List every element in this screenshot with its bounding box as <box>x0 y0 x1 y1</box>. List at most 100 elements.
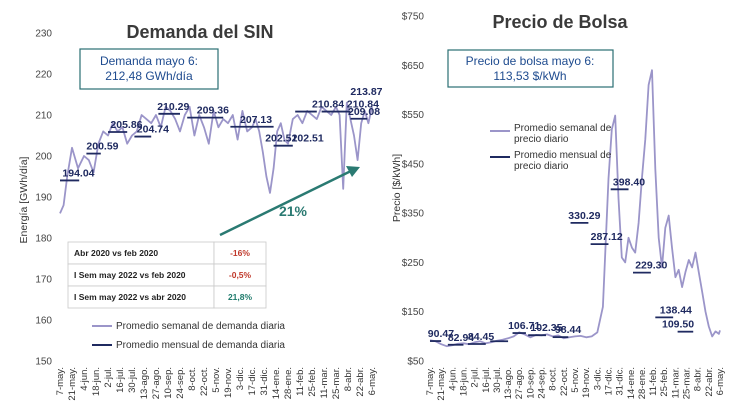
demand-chart-title: Demanda del SIN <box>126 22 273 42</box>
price-y-tick: $350 <box>402 209 425 220</box>
demand-x-tick: 2-jul. <box>103 367 114 388</box>
demand-x-tick: 30-jul. <box>127 367 138 393</box>
demand-data-label: 209.36 <box>197 105 229 117</box>
price-x-tick: 17-dic. <box>603 367 614 396</box>
demand-y-tick: 230 <box>35 29 52 40</box>
demand-data-label: 210.29 <box>157 101 189 113</box>
price-callout-line2: 113,53 $/kWh <box>493 69 566 83</box>
demand-x-tick: 8-abr. <box>343 367 354 391</box>
demand-y-tick: 190 <box>35 193 52 204</box>
demand-x-tick: 6-may. <box>367 367 378 395</box>
demand-x-tick: 28-ene. <box>283 367 294 399</box>
demand-x-tick: 16-jul. <box>115 367 126 393</box>
demand-data-label: 210.84 <box>347 99 379 111</box>
price-data-label: 84.45 <box>468 331 494 343</box>
price-x-tick: 18-jun. <box>458 367 469 396</box>
demand-data-label: 207.13 <box>240 114 272 126</box>
demand-x-tick: 5-nov. <box>211 367 222 393</box>
demand-x-tick: 31-dic. <box>259 367 270 396</box>
price-x-tick: 19-nov. <box>581 367 592 398</box>
comparison-label: I Sem may 2022 vs abr 2020 <box>74 292 186 302</box>
demand-y-tick: 150 <box>35 357 52 368</box>
demand-y-tick: 210 <box>35 111 52 122</box>
demand-x-tick: 14-ene. <box>271 367 282 399</box>
price-x-tick: 22-oct. <box>559 367 570 396</box>
comparison-value: -16% <box>230 248 250 258</box>
comparison-value-cell <box>213 285 267 309</box>
demand-data-label: 213.87 <box>350 86 382 98</box>
legend-monthly-price-label: Promedio mensual de precio diario <box>514 150 612 172</box>
demand-x-tick: 11-mar. <box>319 367 330 399</box>
price-data-label: 330.29 <box>568 210 600 222</box>
price-y-tick: $750 <box>402 12 425 23</box>
demand-x-tick: 27-ago. <box>151 367 162 399</box>
price-y-tick: $50 <box>407 357 424 368</box>
demand-weekly-line <box>59 101 373 214</box>
price-x-tick: 11-feb. <box>648 367 659 396</box>
demand-x-tick: 21-may. <box>67 367 78 401</box>
price-x-tick: 28-ene. <box>637 367 648 399</box>
price-data-label: 109.50 <box>662 319 694 331</box>
price-data-label: 82.94 <box>448 332 474 344</box>
price-x-tick: 16-jul. <box>481 367 492 393</box>
demand-x-tick: 11-feb. <box>295 367 306 396</box>
price-data-label: 398.40 <box>613 176 645 188</box>
demand-x-tick: 3-dic. <box>235 367 246 390</box>
demand-data-label: 202.51 <box>292 133 324 145</box>
price-x-tick: 4-jun. <box>447 367 458 391</box>
demand-x-tick: 8-oct. <box>187 367 198 391</box>
price-chart-title: Precio de Bolsa <box>492 12 628 32</box>
demand-x-tick: 10-sep. <box>163 367 174 399</box>
comparison-label: I Sem may 2022 vs feb 2020 <box>74 270 186 280</box>
demand-x-tick: 4-jun. <box>79 367 90 391</box>
demand-x-tick: 25-mar. <box>331 367 342 399</box>
demand-y-tick: 200 <box>35 152 52 163</box>
price-callout-box <box>447 49 614 88</box>
price-x-tick: 27-ago. <box>514 367 525 399</box>
price-y-tick: $250 <box>402 258 425 269</box>
price-x-tick: 13-ago. <box>503 367 514 399</box>
price-x-tick: 30-jul. <box>492 367 503 393</box>
price-x-tick: 6-may. <box>715 367 726 395</box>
price-y-tick: $150 <box>402 307 425 318</box>
demand-x-tick: 19-nov. <box>223 367 234 398</box>
price-data-label: 90.47 <box>428 328 454 340</box>
demand-y-tick: 170 <box>35 275 52 286</box>
price-x-tick: 14-ene. <box>626 367 637 399</box>
legend-monthly-price-wrap: Promedio mensual de precio diario <box>514 150 612 172</box>
price-x-tick: 25-mar. <box>682 367 693 399</box>
price-x-tick: 31-dic. <box>615 367 626 396</box>
price-x-tick: 22-abr. <box>704 367 715 397</box>
demand-x-tick: 7-may. <box>55 367 66 395</box>
price-x-tick: 25-feb. <box>659 367 670 397</box>
comparison-table: Abr 2020 vs feb 2020 -16% I Sem may 2022 v… <box>67 241 267 309</box>
demand-data-label: 202.51 <box>265 133 297 145</box>
price-x-tick: 7-may. <box>425 367 436 395</box>
price-y-tick: $550 <box>402 110 425 121</box>
legend-monthly-demand-label: Promedio mensual de demanda diaria <box>116 340 285 351</box>
price-x-tick: 11-mar. <box>670 367 681 399</box>
price-data-label: 98.44 <box>555 324 581 336</box>
growth-label: 21% <box>279 203 308 219</box>
price-data-label: 102.35 <box>530 322 562 334</box>
demand-x-tick: 25-feb. <box>307 367 318 397</box>
demand-x-tick: 22-oct. <box>199 367 210 396</box>
price-data-label: 138.44 <box>660 304 692 316</box>
comparison-label: Abr 2020 vs feb 2020 <box>74 248 158 258</box>
price-x-tick: 3-dic. <box>592 367 603 390</box>
price-y-tick: $650 <box>402 61 425 72</box>
demand-y-tick: 180 <box>35 234 52 245</box>
demand-data-label: 200.59 <box>86 141 118 153</box>
demand-y-tick: 160 <box>35 316 52 327</box>
price-data-label: 287.12 <box>591 231 623 243</box>
price-y-tick: $450 <box>402 159 425 170</box>
demand-y-axis-label: Energía [GWh/día] <box>18 156 30 243</box>
demand-x-tick: 18-jun. <box>91 367 102 396</box>
price-x-tick: 24-sep. <box>537 367 548 399</box>
demand-y-tick: 220 <box>35 70 52 81</box>
price-x-tick: 8-abr. <box>693 367 704 391</box>
price-callout-line1: Precio de bolsa mayo 6: <box>466 54 595 68</box>
demand-callout-box <box>79 48 219 90</box>
growth-arrow-head <box>346 166 360 177</box>
